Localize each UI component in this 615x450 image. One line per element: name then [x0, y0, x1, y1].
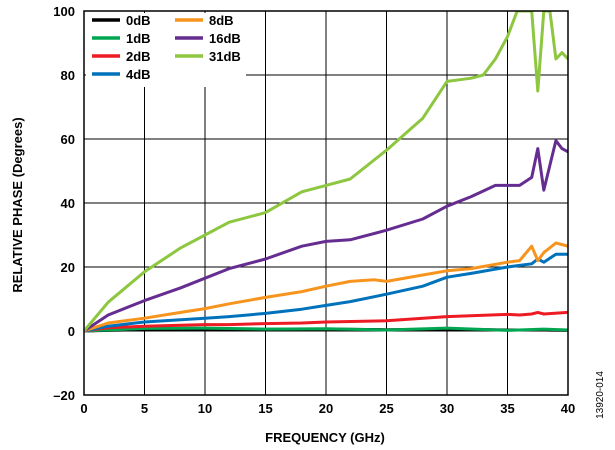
x-tick-label: 20	[319, 401, 333, 416]
y-tick-label: –20	[53, 388, 75, 403]
y-tick-label: 0	[68, 324, 75, 339]
series-line-4dB	[84, 252, 568, 333]
y-tick-label: 40	[61, 196, 75, 211]
x-axis-label: FREQUENCY (GHz)	[265, 430, 385, 445]
y-tick-label: 100	[53, 4, 75, 19]
figure-id: 13920-014	[595, 371, 606, 419]
x-tick-label: 25	[379, 401, 393, 416]
series-line-8dB	[84, 241, 568, 333]
series-line-31dB	[84, 11, 568, 332]
legend-label-4dB: 4dB	[126, 67, 151, 82]
plot-frame	[83, 10, 569, 396]
series-line-1dB	[84, 326, 568, 333]
y-tick-label: 20	[61, 260, 75, 275]
x-tick-label: 30	[440, 401, 454, 416]
legend-label-1dB: 1dB	[126, 31, 151, 46]
x-tick-label: 35	[500, 401, 514, 416]
tick-labels: 0 5 10 15 20 25 30 35 40 –20 0 20 40 60 80 100	[53, 4, 575, 416]
series-line-16dB	[84, 139, 568, 333]
legend-label-8dB: 8dB	[209, 13, 234, 28]
series-lines	[84, 11, 568, 333]
series-line-2dB	[84, 310, 568, 333]
legend-label-0dB: 0dB	[126, 13, 151, 28]
legend: 0dB 1dB 2dB 4dB 8dB 16dB 31dB	[86, 13, 246, 87]
x-tick-label: 40	[561, 401, 575, 416]
legend-label-31dB: 31dB	[209, 49, 241, 64]
legend-label-16dB: 16dB	[209, 31, 241, 46]
x-tick-label: 10	[198, 401, 212, 416]
x-tick-label: 15	[258, 401, 272, 416]
x-tick-label: 0	[80, 401, 87, 416]
x-tick-label: 5	[141, 401, 148, 416]
y-tick-label: 60	[61, 132, 75, 147]
y-axis-label: RELATIVE PHASE (Degrees)	[10, 117, 25, 292]
grid	[83, 10, 569, 396]
y-tick-label: 80	[61, 68, 75, 83]
legend-label-2dB: 2dB	[126, 49, 151, 64]
